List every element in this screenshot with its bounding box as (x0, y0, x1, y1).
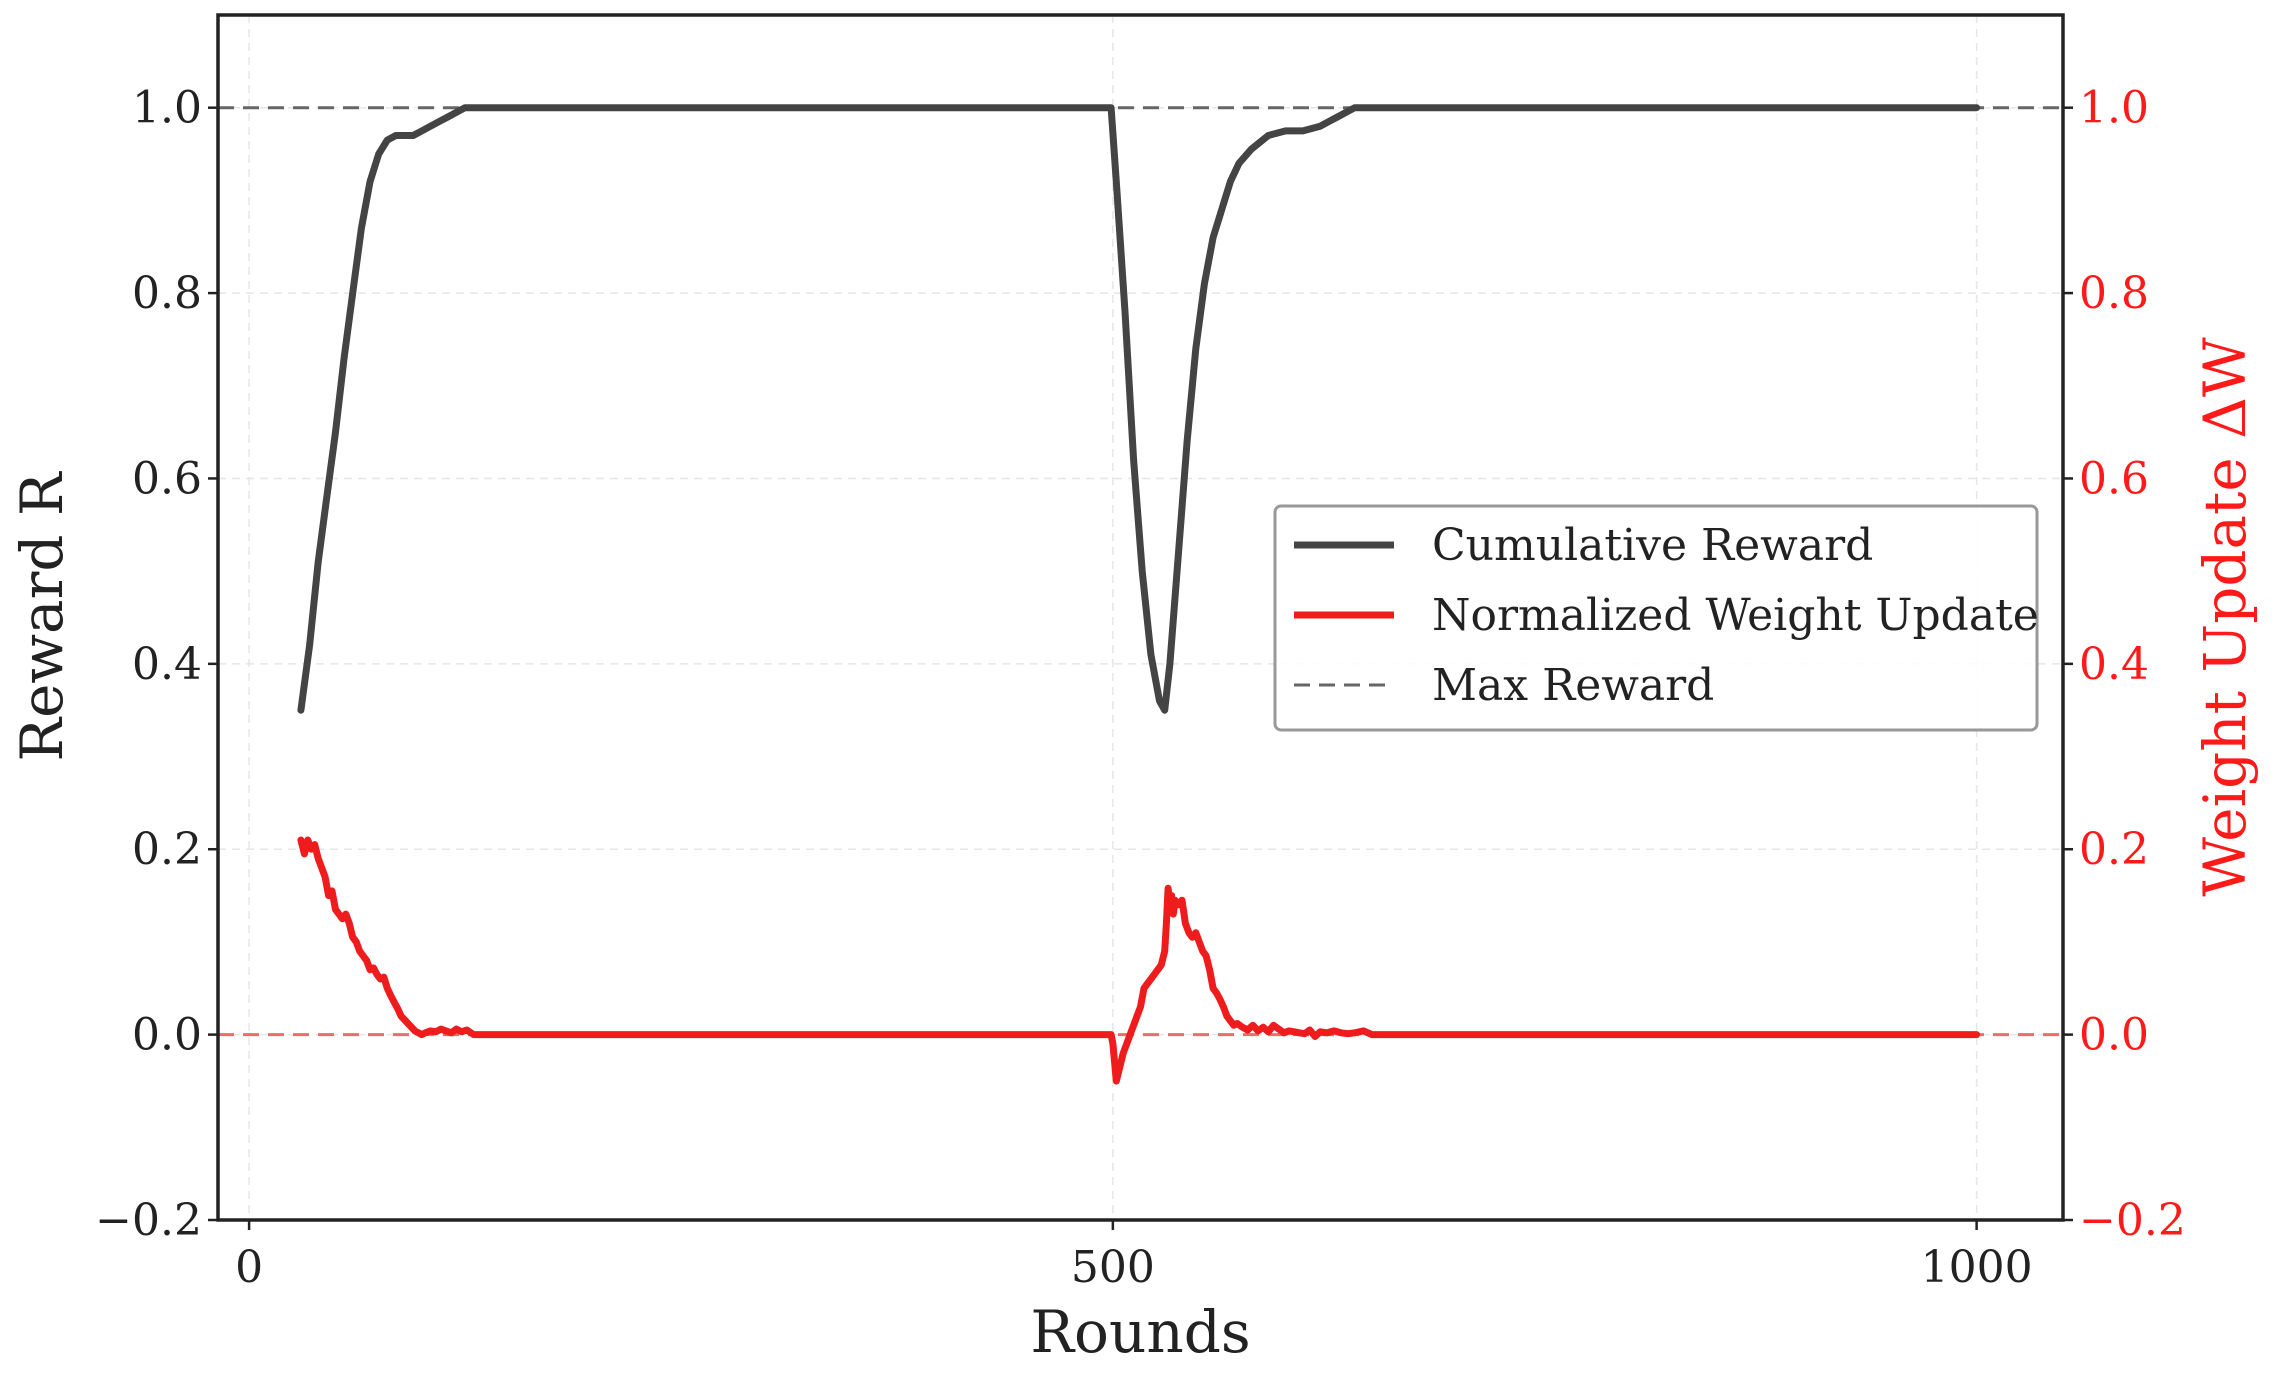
ticks: 0 500 1000 −0.2 0.0 0.2 0.4 0.6 0.8 1.0 −0.2 0.0 0.2… (95, 83, 2186, 1293)
y2-tick-label: 0.6 (2079, 453, 2149, 504)
y2-tick-label: 1.0 (2079, 83, 2149, 134)
y2-tick-label: 0.2 (2079, 824, 2149, 875)
y-tick-label: 0.0 (132, 1010, 202, 1061)
x-tick-label: 1000 (1921, 1242, 2033, 1293)
x-tick-label: 500 (1071, 1242, 1155, 1293)
axis-titles: Rounds Reward R Weight Update ΔW (8, 337, 2259, 1366)
y-tick-label: 0.2 (132, 824, 202, 875)
legend-box (1273, 504, 2039, 732)
y-tick-label: 0.8 (132, 268, 202, 319)
x-axis-title: Rounds (1030, 1298, 1250, 1366)
legend-label: Max Reward (1432, 660, 1714, 711)
plot-frame (216, 13, 2065, 1222)
y2-axis-title: Weight Update ΔW (2191, 337, 2259, 897)
y-tick-label: 1.0 (132, 83, 202, 134)
legend-label: Cumulative Reward (1432, 520, 1873, 571)
y2-tick-label: 0.0 (2079, 1010, 2149, 1061)
series-layer (297, 104, 1981, 1085)
y-tick-label: 0.6 (132, 453, 202, 504)
y-tick-label: −0.2 (95, 1195, 202, 1246)
y-axis-title: Reward R (8, 470, 76, 762)
x-tick-label: 0 (235, 1242, 263, 1293)
y-tick-label: 0.4 (132, 639, 202, 690)
weight-update-line (297, 836, 1981, 1085)
cumulative-reward-line (297, 104, 1981, 714)
legend: Cumulative Reward Normalized Weight Updat… (1273, 504, 2039, 732)
y2-tick-label: 0.4 (2079, 639, 2149, 690)
y2-tick-label: 0.8 (2079, 268, 2149, 319)
y2-tick-label: −0.2 (2079, 1195, 2186, 1246)
legend-label: Normalized Weight Update (1432, 590, 2039, 641)
